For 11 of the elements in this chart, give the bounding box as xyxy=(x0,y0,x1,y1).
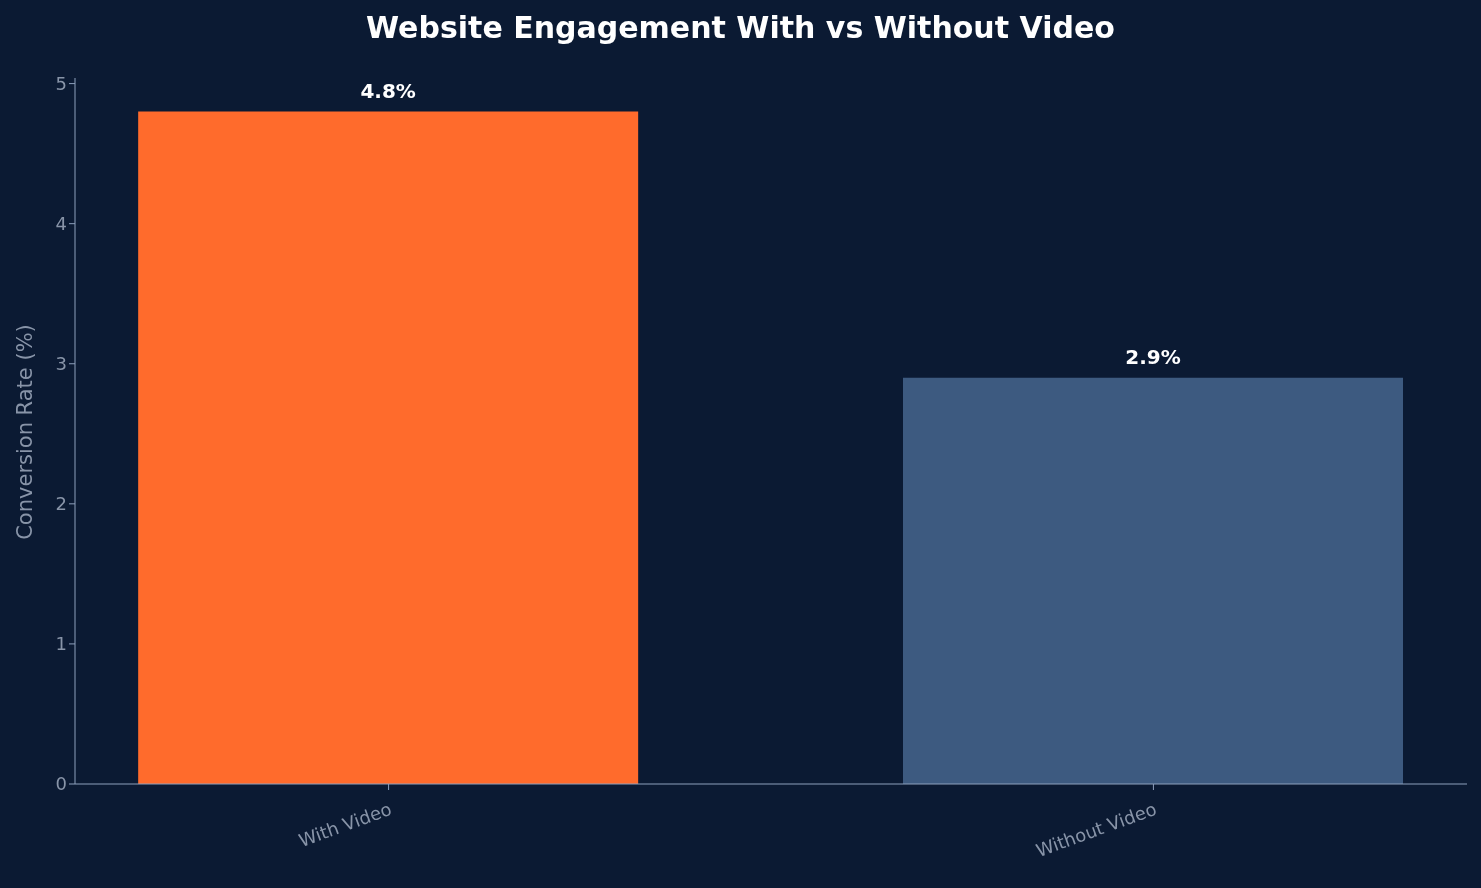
data-label: 2.9% xyxy=(1125,344,1181,369)
x-tick-label: With Video xyxy=(295,798,395,851)
y-tick-label: 2 xyxy=(55,493,67,515)
y-tick-label: 5 xyxy=(55,72,67,94)
data-label: 4.8% xyxy=(360,78,416,103)
y-tick-label: 0 xyxy=(55,773,67,795)
y-tick-label: 4 xyxy=(55,213,67,235)
chart-title: Website Engagement With vs Without Video xyxy=(365,10,1116,45)
y-tick-label: 1 xyxy=(55,633,67,655)
y-tick-label: 3 xyxy=(55,353,67,375)
y-axis-title: Conversion Rate (%) xyxy=(13,324,37,540)
